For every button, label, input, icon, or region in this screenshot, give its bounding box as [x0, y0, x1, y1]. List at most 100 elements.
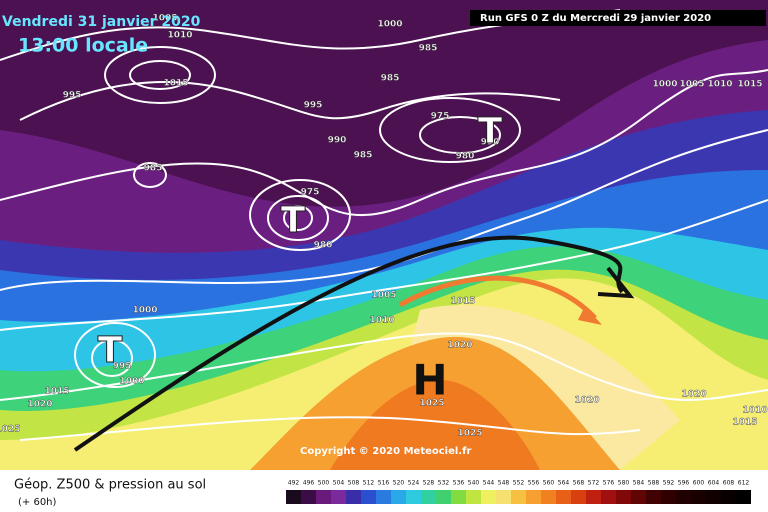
- isobar-label: 1020: [27, 400, 52, 410]
- scale-label: 536: [453, 480, 465, 487]
- scale-cell: [706, 490, 721, 504]
- scale-cell: [541, 490, 556, 504]
- isobar-label: 1025: [0, 425, 21, 435]
- isobar-label: 1010: [369, 316, 394, 326]
- scale-cell: [286, 490, 301, 504]
- scale-label: 520: [393, 480, 405, 487]
- scale-cell: [661, 490, 676, 504]
- scale-cell: [376, 490, 391, 504]
- scale-cell: [391, 490, 406, 504]
- isobar-label: 1025: [457, 429, 482, 439]
- isobar-label: 1020: [574, 396, 599, 406]
- isobars: [0, 9, 768, 441]
- scale-cell: [511, 490, 526, 504]
- isobar-label: 1000: [652, 80, 677, 90]
- scale-cell: [496, 490, 511, 504]
- run-info: Run GFS 0 Z du Mercredi 29 janvier 2020: [480, 13, 711, 24]
- isobar-label: 985: [144, 164, 163, 174]
- isobar-label: 985: [354, 151, 373, 161]
- scale-cell: [421, 490, 436, 504]
- isobar-label: 1020: [681, 390, 706, 400]
- low-symbol: T: [478, 111, 503, 152]
- forecast-date: Vendredi 31 janvier 2020: [2, 14, 201, 30]
- isobar-label: 1000: [119, 377, 144, 387]
- scale-cell: [721, 490, 736, 504]
- scale-cell: [451, 490, 466, 504]
- scale-label: 532: [438, 480, 450, 487]
- scale-cell: [316, 490, 331, 504]
- legend-title: Géop. Z500 & pression au sol: [14, 478, 206, 493]
- run-banner: [470, 10, 766, 26]
- scale-label: 508: [348, 480, 360, 487]
- isobar-labels: 1005 1000 1010 985 1015 985 995 995 975 990 985 980…: [0, 13, 768, 439]
- scale-label: 504: [333, 480, 345, 487]
- low-symbol: T: [281, 200, 306, 241]
- scale-label: 544: [483, 480, 495, 487]
- low-symbol: T: [98, 330, 123, 371]
- isobar-label: 990: [481, 138, 500, 148]
- scale-label: 524: [408, 480, 420, 487]
- isobar-label: 1010: [707, 80, 732, 90]
- isobar-label: 975: [431, 112, 450, 122]
- jet-arrows: [73, 235, 635, 452]
- isobar-label: 980: [456, 152, 475, 162]
- scale-cell: [646, 490, 661, 504]
- scale-cell: [346, 490, 361, 504]
- scale-cell: [736, 490, 751, 504]
- scale-label: 604: [708, 480, 720, 487]
- scale-label: 580: [618, 480, 630, 487]
- scale-label: 576: [603, 480, 615, 487]
- scale-label: 552: [513, 480, 525, 487]
- color-scale: 492 496 500 504 508 512 516 520 524 528 532 536 540 5…: [286, 480, 751, 504]
- scale-label: 596: [678, 480, 690, 487]
- scale-cell: [361, 490, 376, 504]
- scale-label: 592: [663, 480, 675, 487]
- isobar-label: 975: [301, 188, 320, 198]
- scale-cell: [616, 490, 631, 504]
- isobar-label: 995: [113, 362, 132, 372]
- scale-cell: [601, 490, 616, 504]
- scale-cell: [556, 490, 571, 504]
- high-symbol: H: [412, 356, 447, 405]
- copyright: Copyright © 2020 Meteociel.fr: [300, 446, 471, 457]
- scale-label: 588: [648, 480, 660, 487]
- isobar-label: 1015: [44, 387, 69, 397]
- scale-label: 564: [558, 480, 570, 487]
- scale-cell: [331, 490, 346, 504]
- scale-label: 548: [498, 480, 510, 487]
- scale-label: 612: [738, 480, 750, 487]
- scale-cell: [436, 490, 451, 504]
- scale-label: 496: [303, 480, 315, 487]
- isobar-label: 1010: [167, 31, 192, 41]
- scale-cell: [526, 490, 541, 504]
- scale-label: 572: [588, 480, 600, 487]
- isobar-label: 1025: [419, 399, 444, 409]
- legend-subtitle: (+ 60h): [18, 497, 57, 508]
- scale-cell: [301, 490, 316, 504]
- isobar-label: 985: [381, 74, 400, 84]
- scale-cell: [466, 490, 481, 504]
- pressure-centers: T T T H: [97, 111, 503, 405]
- isobar-label: 1015: [732, 418, 757, 428]
- scale-label: 560: [543, 480, 555, 487]
- scale-cell: [586, 490, 601, 504]
- local-time: 13:00 locale: [18, 35, 148, 57]
- scale-label: 608: [723, 480, 735, 487]
- isobar-label: 1005: [371, 291, 396, 301]
- isobar-label: 1015: [163, 79, 188, 89]
- scale-label: 512: [363, 480, 375, 487]
- scale-cell: [691, 490, 706, 504]
- scale-cell: [676, 490, 691, 504]
- scale-cell: [571, 490, 586, 504]
- scale-cell: [406, 490, 421, 504]
- scale-label: 584: [633, 480, 645, 487]
- isobar-label: 995: [63, 91, 82, 101]
- scale-label: 556: [528, 480, 540, 487]
- isobar-label: 1015: [737, 80, 762, 90]
- isobar-label: 1015: [450, 297, 475, 307]
- isobar-label: 1005: [152, 14, 177, 24]
- isobar-label: 985: [419, 44, 438, 54]
- scale-label: 600: [693, 480, 705, 487]
- isobar-label: 995: [304, 101, 323, 111]
